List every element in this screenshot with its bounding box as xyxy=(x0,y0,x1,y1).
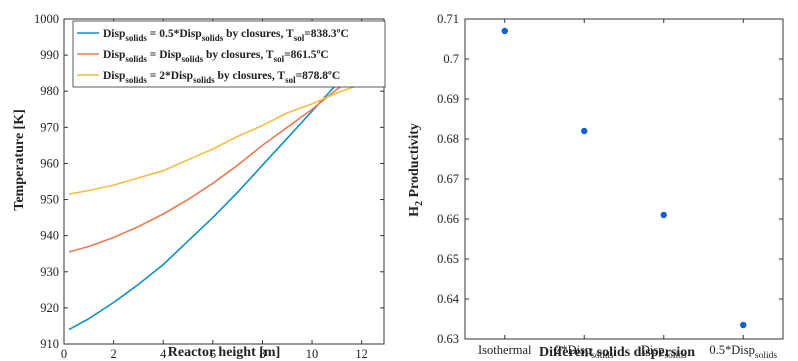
y-tick-label: 0.7 xyxy=(443,52,459,66)
data-point-2 xyxy=(581,127,588,135)
x-tick-label: 12 xyxy=(355,347,368,361)
y-tick-label: 940 xyxy=(40,229,59,243)
legend-text-part: by closures, T xyxy=(223,28,294,40)
legend-text-part: Disp xyxy=(103,28,125,40)
legend-text-part: Disp xyxy=(103,49,125,61)
x-axis-label: Reactor height [m] xyxy=(168,345,281,360)
legend-text-part: =878.8ºC xyxy=(296,70,341,82)
temperature-chart: Temperature [K] Reactor height [m] 910 92… xyxy=(12,12,386,361)
x-tick-label-main: Disp xyxy=(641,343,665,357)
x-tick-label: 4 xyxy=(160,347,167,361)
y-tick-label: 0.67 xyxy=(437,172,459,186)
x-tick-label-sub: solids xyxy=(591,351,613,361)
y-tick-label: 0.65 xyxy=(437,252,459,266)
y-axis-label-rest: Productivity xyxy=(407,123,422,201)
legend-text-part: sol xyxy=(294,33,305,43)
x-tick-label-sub: solids xyxy=(664,351,686,361)
legend-text-part: = Disp xyxy=(147,49,182,61)
legend-text-part: =838.3ºC xyxy=(304,28,349,40)
x-tick-label: 0.5*Dispsolids xyxy=(709,343,777,361)
y-tick-label: 950 xyxy=(40,193,59,207)
y-axis-label: H2 Productivity xyxy=(407,123,425,217)
y-tick-label: 0.68 xyxy=(437,132,459,146)
data-point-3 xyxy=(660,211,667,219)
legend-text-part: = 0.5*Disp xyxy=(147,28,202,40)
legend-box xyxy=(72,20,386,88)
legend-text-part: by closures, T xyxy=(203,49,274,61)
x-tick-label: 8 xyxy=(259,347,265,361)
x-tick-label: 2 xyxy=(110,347,116,361)
y-tick-label: 0.63 xyxy=(437,332,459,346)
productivity-chart: H2 Productivity Different solids dispers… xyxy=(407,12,784,361)
y-tick-label: 980 xyxy=(40,84,59,98)
y-axis-label-main: H xyxy=(407,206,422,217)
legend-entry-1: Dispsolids = 0.5*Dispsolids by closures,… xyxy=(103,28,349,43)
y-tick-label: 970 xyxy=(40,120,59,134)
x-tick-label: 2*Dispsolids xyxy=(555,343,614,361)
legend-text-part: solids xyxy=(193,75,215,85)
y-axis-label-sub: 2 xyxy=(414,201,425,206)
series-line-1 xyxy=(68,36,383,331)
x-tick-label: 0 xyxy=(61,347,67,361)
legend-text-part: sol xyxy=(285,75,296,85)
y-tick-label: 0.66 xyxy=(437,212,459,226)
plot-area-frame xyxy=(464,18,784,340)
legend-text-part: by closures, T xyxy=(215,70,286,82)
plot-area-frame xyxy=(63,18,385,345)
x-tick-label-sub: solids xyxy=(755,351,777,361)
series-line-2 xyxy=(68,61,382,253)
legend-text-part: solids xyxy=(202,33,224,43)
y-tick-label: 920 xyxy=(40,301,59,315)
y-tick-label: 0.64 xyxy=(437,292,460,306)
data-point-1 xyxy=(501,27,508,35)
y-tick-label: 910 xyxy=(40,337,59,351)
y-tick-label: 990 xyxy=(40,48,59,62)
y-tick-label: 930 xyxy=(40,265,59,279)
y-tick-label: 1000 xyxy=(34,12,59,26)
series-line-3 xyxy=(68,79,382,195)
y-tick-label: 0.69 xyxy=(437,92,459,106)
legend-entry-2: Dispsolids = Dispsolids by closures, Tso… xyxy=(103,49,329,64)
x-tick-label-main: 2*Disp xyxy=(555,343,591,357)
legend-text-part: =861.5ºC xyxy=(284,49,329,61)
legend-text-part: solids xyxy=(125,33,147,43)
legend-text-part: solids xyxy=(125,54,147,64)
legend-text-part: solids xyxy=(125,75,147,85)
data-point-4 xyxy=(740,321,747,329)
x-tick-label: 10 xyxy=(306,347,319,361)
x-tick-label-main: 0.5*Disp xyxy=(709,343,755,357)
y-tick-label: 960 xyxy=(40,156,59,170)
x-tick-label: 6 xyxy=(210,347,216,361)
legend-entry-3: Dispsolids = 2*Dispsolids by closures, T… xyxy=(103,70,340,85)
legend-text-part: = 2*Disp xyxy=(147,70,193,82)
legend-text-part: Disp xyxy=(103,70,125,82)
legend-text-part: sol xyxy=(274,54,285,64)
y-tick-label: 0.71 xyxy=(437,12,459,26)
legend-text-part: solids xyxy=(182,54,204,64)
x-tick-label: Isothermal xyxy=(478,343,532,357)
x-axis-label: Different solids dispersion xyxy=(539,345,695,360)
x-tick-label: Dispsolids xyxy=(641,343,687,361)
y-axis-label: Temperature [K] xyxy=(12,109,27,210)
x-tick-label-main: Isothermal xyxy=(478,343,532,357)
